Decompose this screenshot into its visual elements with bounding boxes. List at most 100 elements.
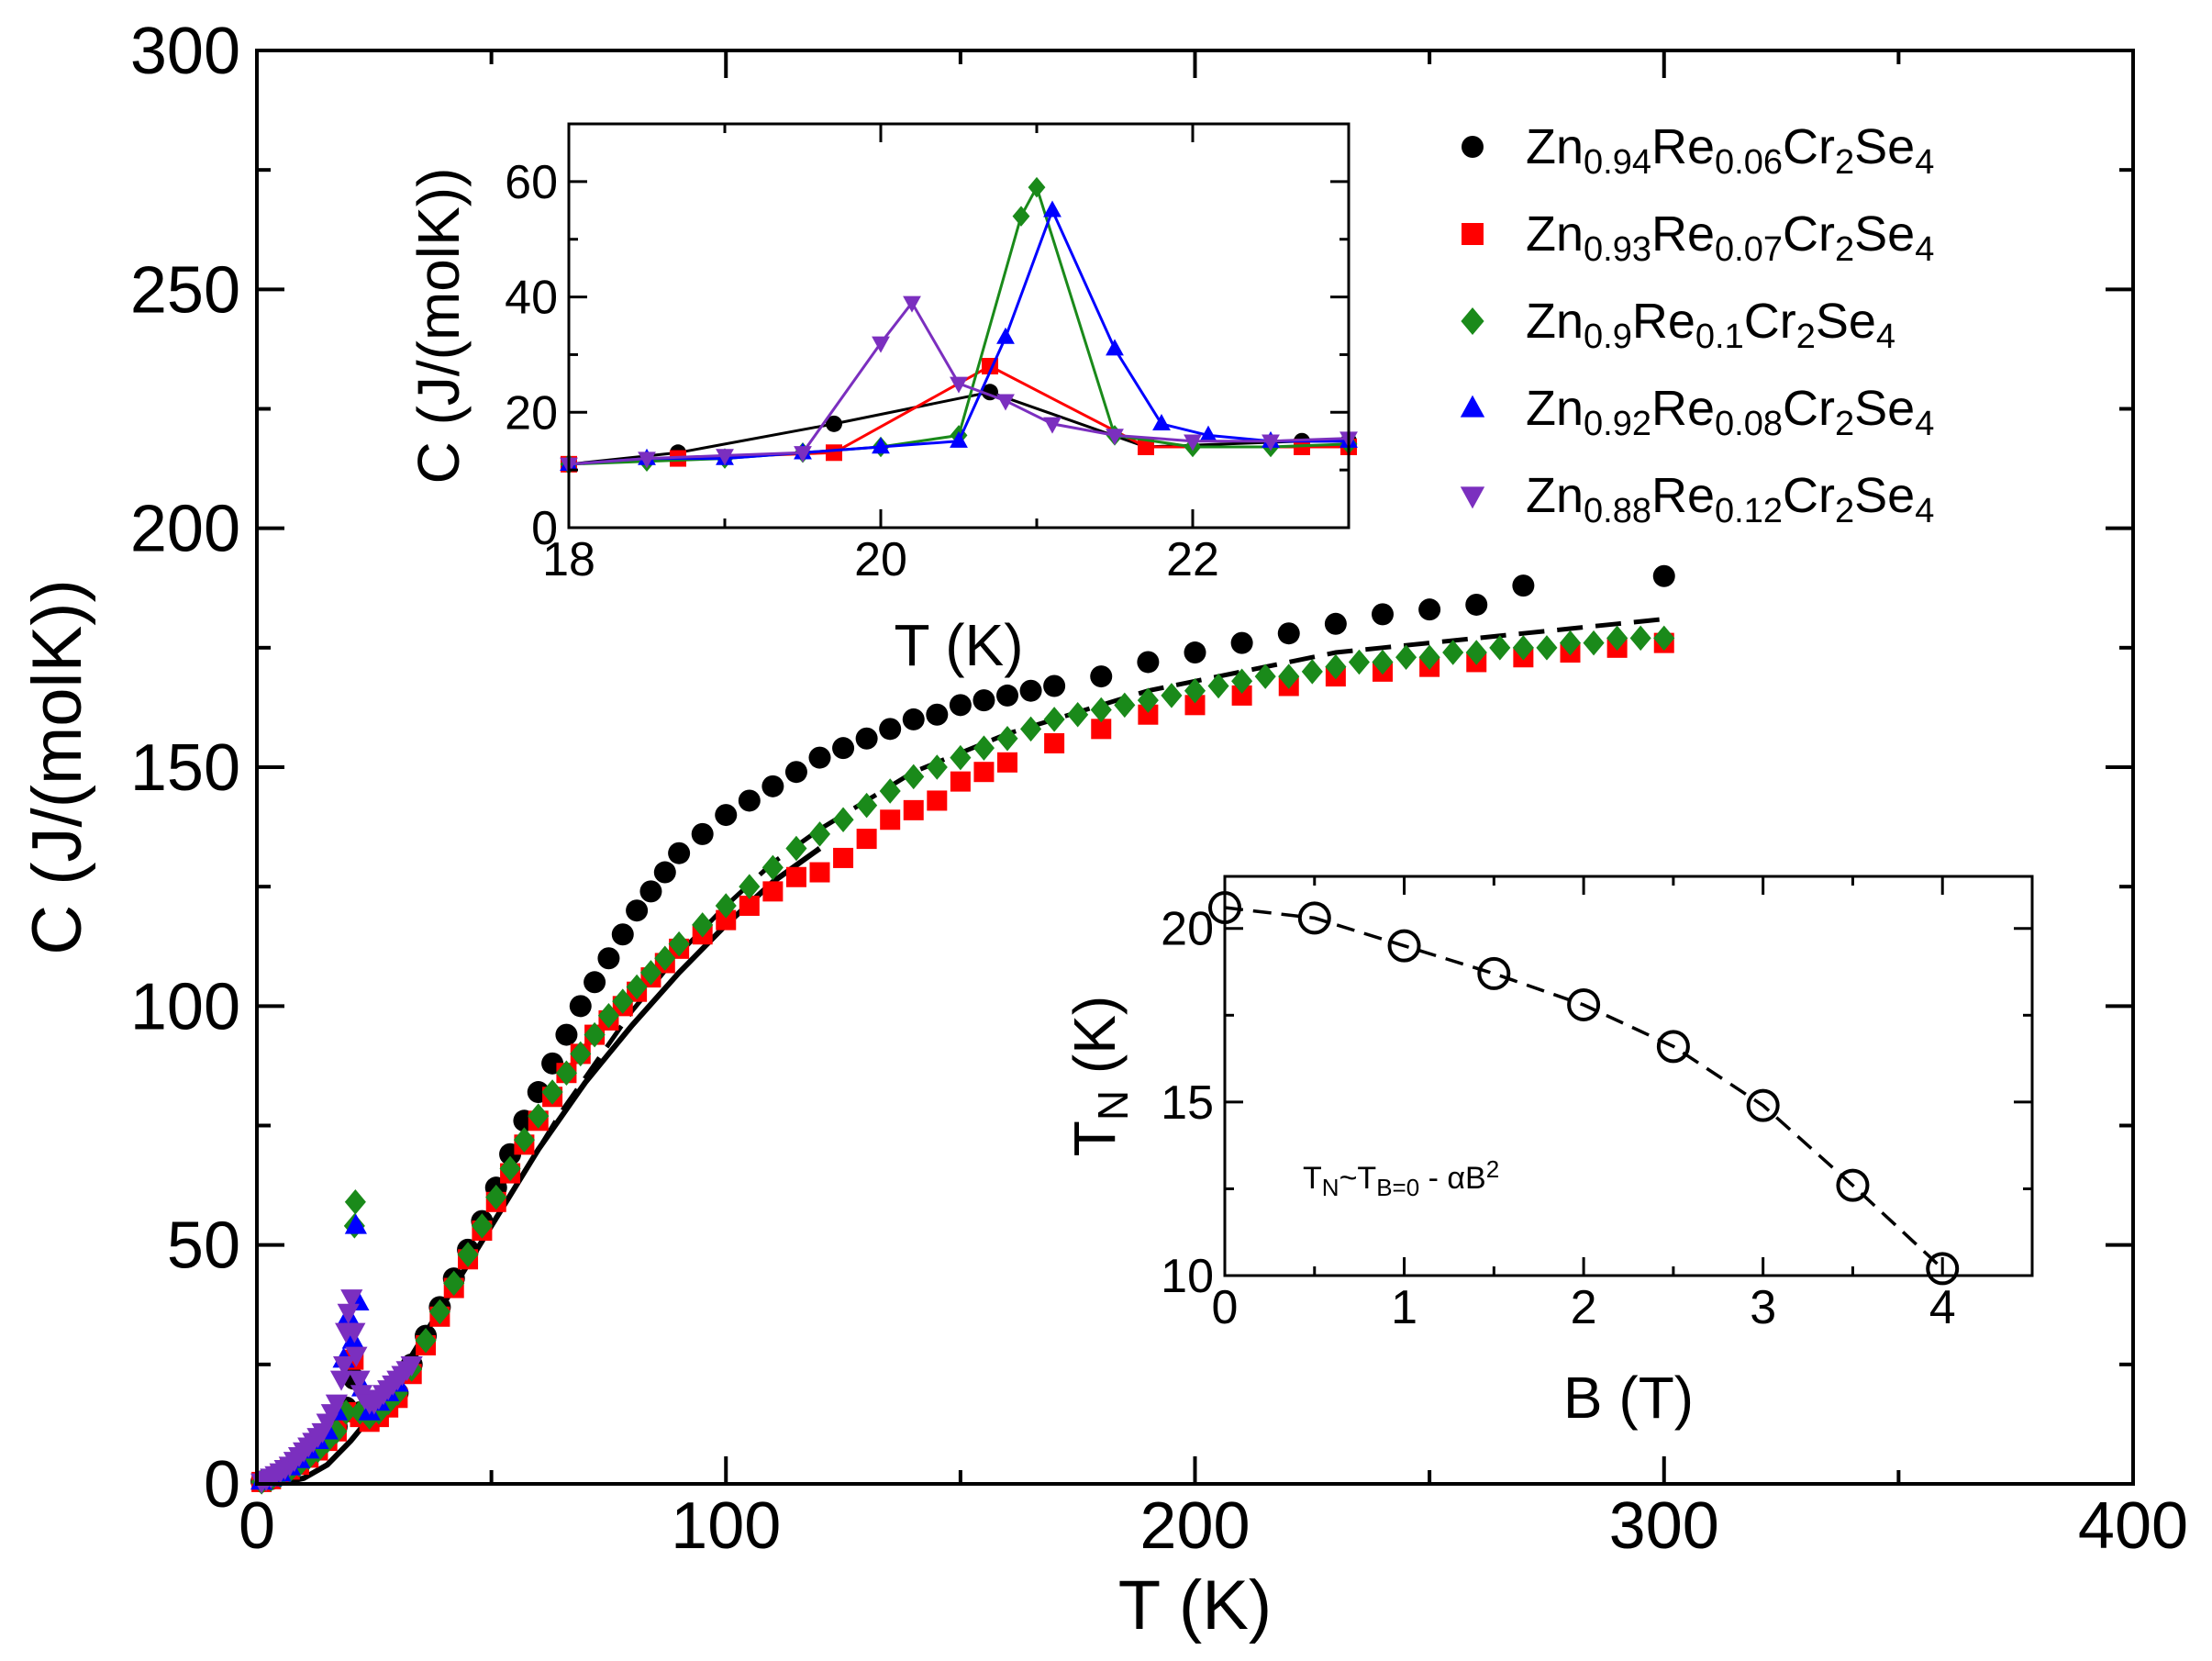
x-tick-label: 0 (239, 1489, 275, 1563)
y-tick-label: 300 (130, 15, 240, 88)
legend-marker (1460, 395, 1485, 418)
data-point (1184, 641, 1206, 664)
legend-label: Zn0.93Re0.07Cr2Se4 (1526, 206, 1934, 269)
legend-label-part: 4 (1915, 143, 1934, 182)
formula-part: B=0 (1376, 1174, 1419, 1201)
legend-label: Zn0.92Re0.08Cr2Se4 (1526, 381, 1934, 443)
data-point (329, 1370, 353, 1391)
data-point (626, 974, 648, 1000)
data-point (808, 821, 831, 847)
data-point (927, 790, 948, 811)
data-point (1090, 697, 1112, 723)
data-point (1067, 701, 1089, 728)
y-tick-label: 200 (130, 493, 240, 566)
data-point (499, 1155, 521, 1182)
data-point (612, 988, 634, 1014)
data-point (337, 1303, 360, 1324)
legend-label-part: Re (1651, 381, 1715, 436)
legend-label-part: 4 (1915, 492, 1934, 530)
data-point (584, 1021, 606, 1048)
data-point (996, 684, 1018, 707)
formula-annotation: TN~TB=0 - αB2 (1303, 1155, 1499, 1200)
data-point (809, 862, 830, 883)
inset-data-point (1012, 206, 1030, 227)
inset-data-point (1746, 1088, 1780, 1122)
inset-data-point (1043, 417, 1062, 434)
data-point (1606, 625, 1628, 652)
x-tick-label: 300 (1609, 1489, 1719, 1563)
data-point (569, 995, 592, 1018)
data-point (597, 1002, 619, 1029)
inset-series-TN-vs-B (1208, 891, 1960, 1286)
legend-label-part: 4 (1876, 318, 1895, 356)
data-point (348, 1370, 371, 1391)
data-point (949, 694, 972, 717)
data-point (584, 971, 606, 994)
x-tick-label: 4 (1929, 1281, 1956, 1334)
legend-label-part: 0.93 (1584, 230, 1651, 269)
y-tick-label: 150 (130, 731, 240, 805)
data-point (471, 1213, 493, 1239)
inset-data-point (1297, 901, 1331, 935)
data-point (597, 947, 620, 970)
inset-data-point (996, 394, 1015, 411)
data-point (973, 689, 995, 712)
legend-label-part: Zn (1526, 119, 1584, 174)
legend-marker (1461, 307, 1484, 335)
inset-data-point (794, 446, 812, 463)
data-point (973, 762, 995, 783)
y-tick-label: 250 (130, 253, 240, 327)
data-point (485, 1184, 507, 1210)
data-point (1161, 683, 1183, 708)
legend-label-part: Se (1854, 206, 1915, 262)
inset-data-point (1028, 176, 1046, 198)
legend-label-part: Cr (1783, 119, 1835, 174)
y-tick-label: 60 (505, 156, 558, 209)
legend-label-part: 0.1 (1695, 318, 1744, 356)
data-point (1465, 640, 1487, 665)
inset-background (569, 124, 1349, 528)
inset-data-point (1926, 1252, 1960, 1286)
inset-data-point (996, 327, 1015, 344)
data-point (1019, 679, 1042, 702)
inset-data-point (1199, 425, 1217, 442)
data-point (832, 737, 855, 760)
data-point (1372, 603, 1394, 626)
x-tick-label: 18 (542, 533, 595, 586)
data-point (325, 1394, 349, 1415)
data-point (880, 809, 901, 830)
data-point (332, 1356, 356, 1377)
legend-label-part: Cr (1783, 206, 1835, 262)
data-point (1230, 631, 1253, 654)
data-point (856, 792, 878, 819)
legend-label-part: Cr (1783, 468, 1835, 523)
data-point (1184, 695, 1206, 716)
data-point (1559, 630, 1582, 656)
x-tick-label: 20 (854, 533, 907, 586)
data-point (1020, 716, 1042, 742)
legend-label-part: Cr (1783, 381, 1835, 436)
data-point (785, 866, 806, 887)
formula-part: N (1322, 1174, 1339, 1201)
inset-data-point (1138, 439, 1154, 455)
data-point (762, 881, 784, 902)
x-tick-label: 400 (2078, 1489, 2188, 1563)
legend-label: Zn0.94Re0.06Cr2Se4 (1526, 119, 1934, 182)
data-point (808, 746, 831, 769)
data-point (715, 804, 738, 827)
y-tick-label: 15 (1161, 1076, 1214, 1130)
data-point (1418, 598, 1441, 621)
data-point (344, 1213, 367, 1234)
data-point (784, 761, 807, 784)
legend-label-part: 2 (1835, 230, 1854, 269)
legend-label-part: 0.08 (1715, 405, 1783, 443)
legend-marker (1462, 223, 1484, 245)
inset-data-point (950, 430, 968, 448)
y-tick-label: 20 (505, 386, 558, 440)
data-point (1043, 674, 1066, 697)
formula-part: T (1303, 1161, 1322, 1196)
data-point (1372, 649, 1394, 675)
data-point (1184, 677, 1206, 704)
